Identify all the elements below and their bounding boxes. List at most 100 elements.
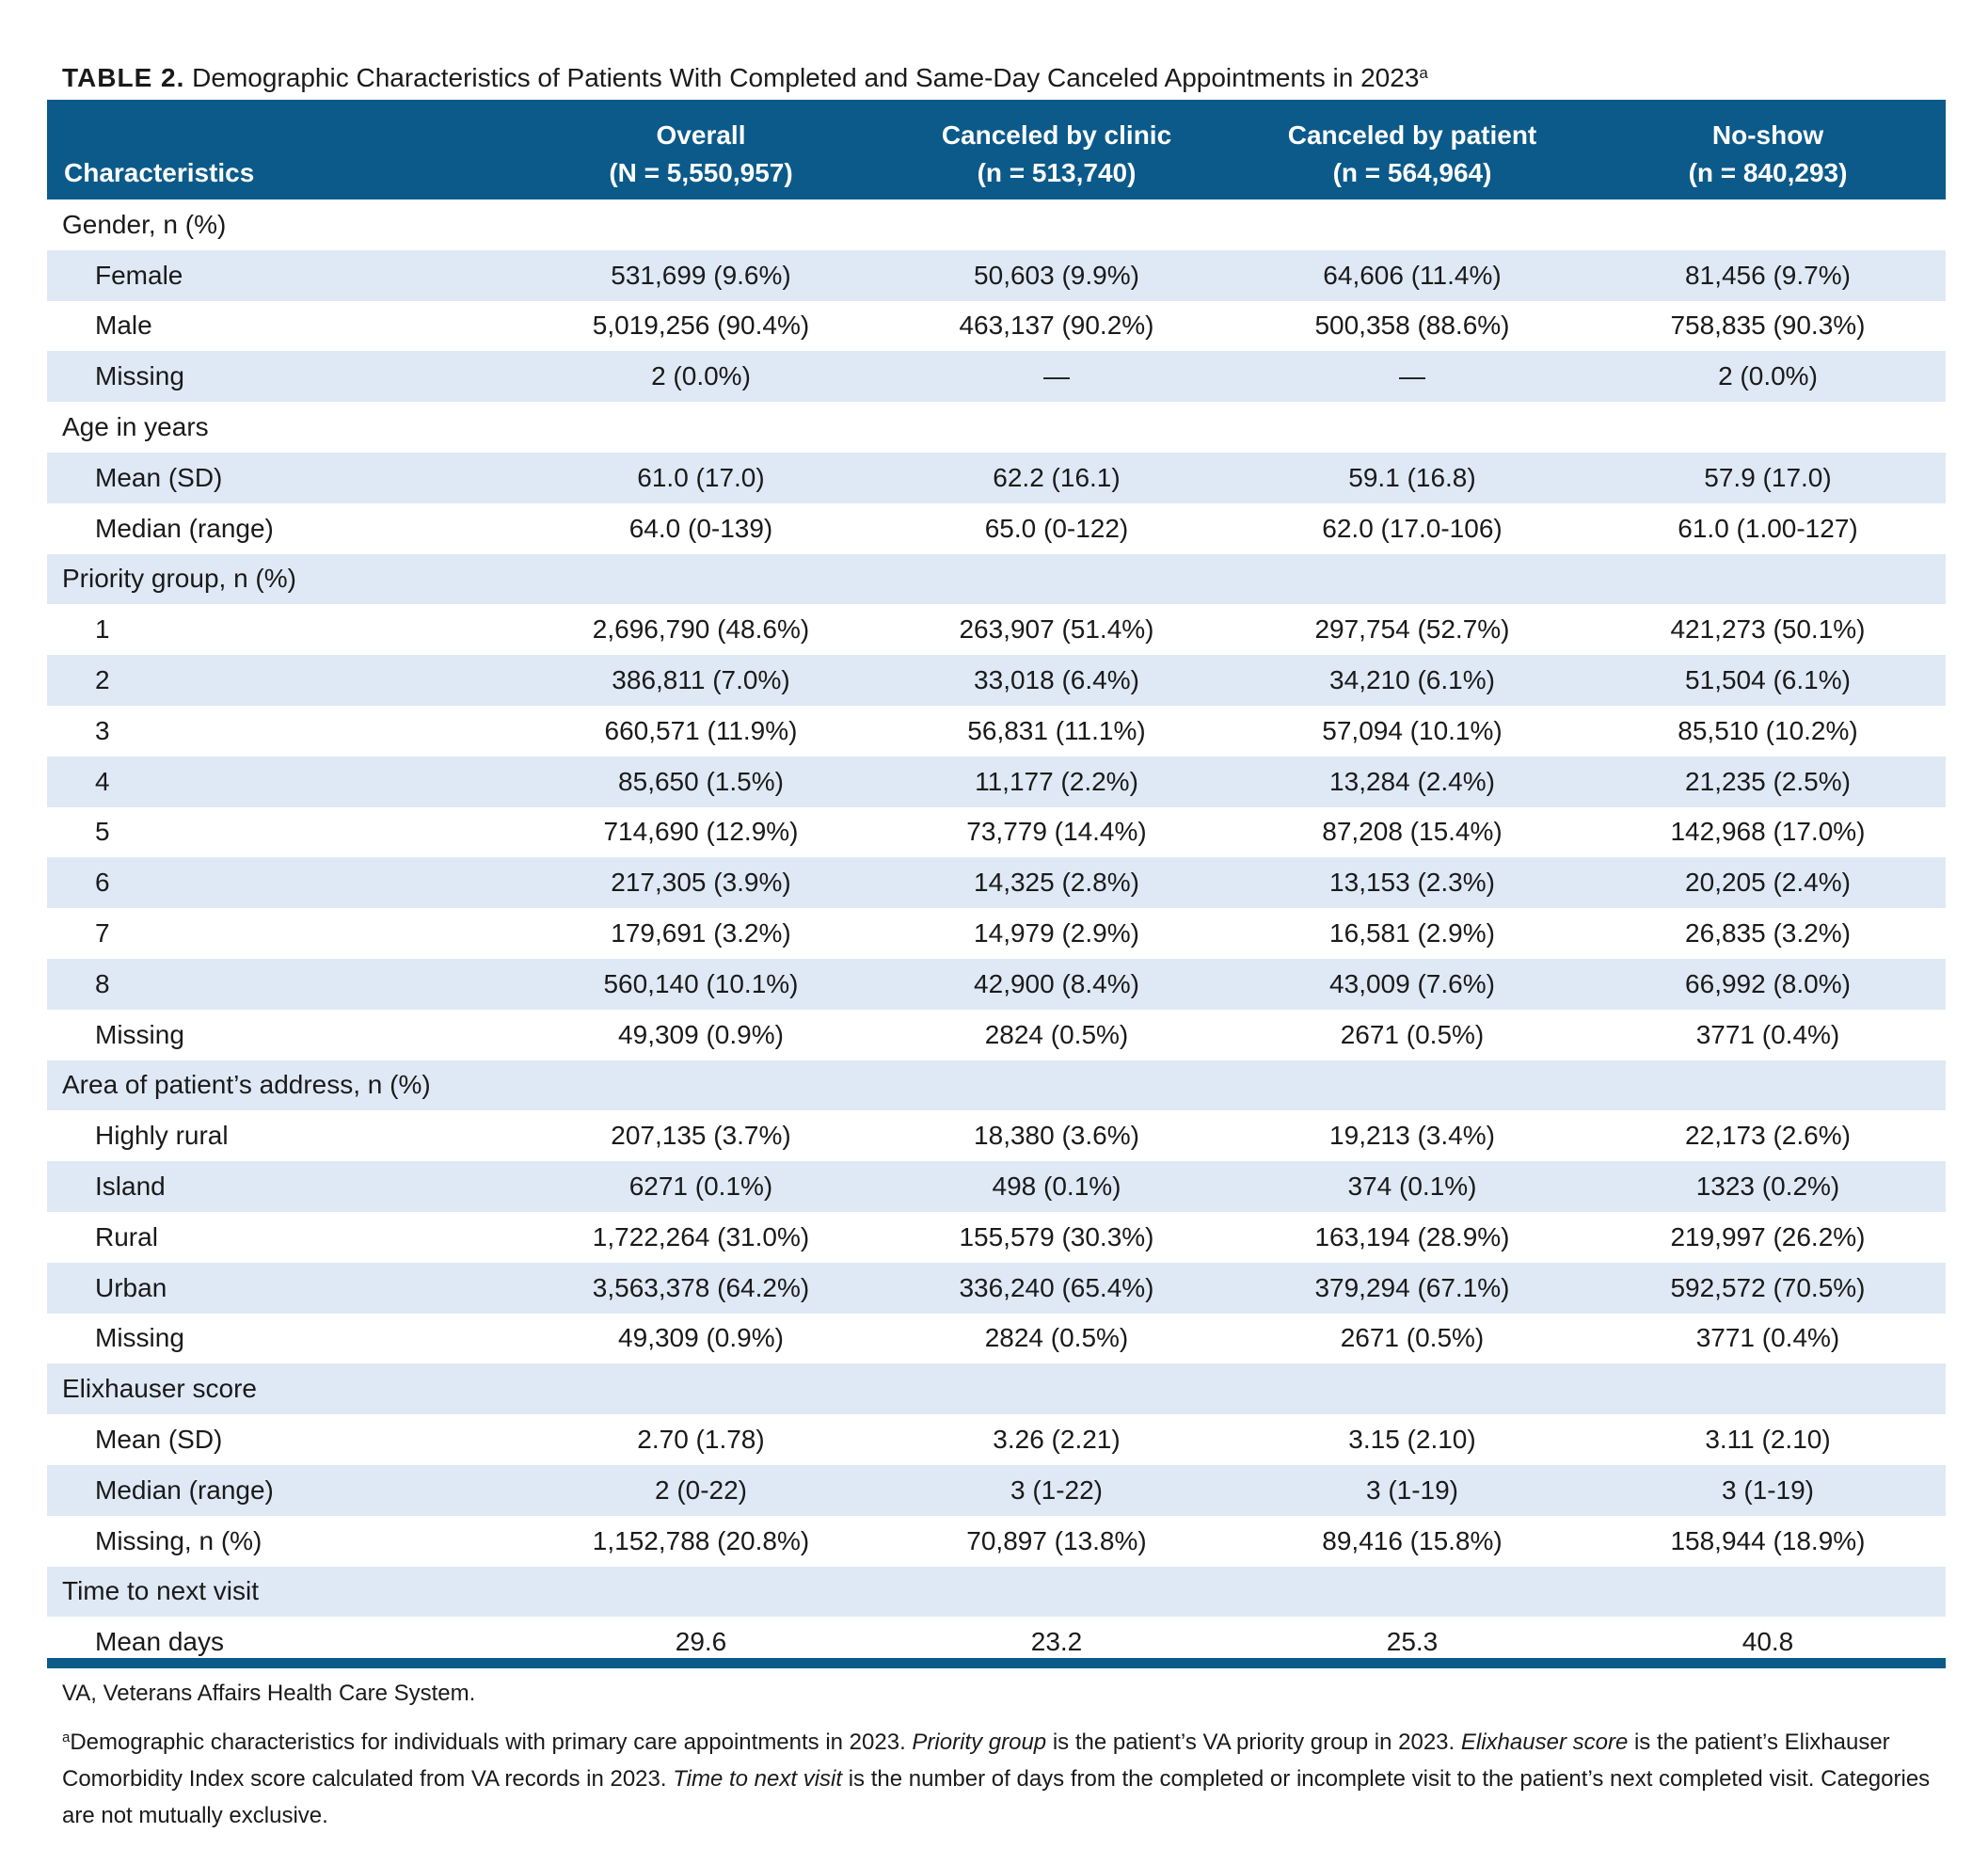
cell-overall	[523, 199, 879, 250]
table-bottom-rule	[47, 1658, 1946, 1668]
cell-canceled-by-clinic: 65.0 (0-122)	[984, 513, 1129, 543]
section-label: Gender, n (%)	[62, 209, 227, 239]
cell-no-show: 3771 (0.4%)	[1695, 1019, 1840, 1049]
table-row: Mean days 29.6 23.2 25.3 40.8	[47, 1617, 1946, 1667]
row-label: 5	[95, 817, 110, 847]
header-canceled-by-clinic: Canceled by clinic (n = 513,740)	[879, 100, 1234, 199]
cell-canceled-by-patient: 25.3	[1386, 1627, 1439, 1657]
cell-overall	[523, 553, 879, 605]
table-caption: TABLE 2. Demographic Characteristics of …	[62, 55, 1944, 97]
table-row: 4 85,650 (1.5%) 11,177 (2.2%) 13,284 (2.4%)…	[47, 756, 1946, 807]
cell-canceled-by-clinic	[879, 1060, 1234, 1111]
cell-no-show: 20,205 (2.4%)	[1590, 857, 1946, 909]
cell-canceled-by-clinic: 70,897 (13.8%)	[966, 1525, 1147, 1555]
row-label: 3	[95, 715, 110, 745]
cell-overall: 714,690 (12.9%)	[603, 817, 799, 847]
cell-no-show: 21,235 (2.5%)	[1590, 756, 1946, 807]
row-label: Missing	[95, 1019, 184, 1049]
section-header-row: Priority group, n (%)	[47, 553, 1946, 605]
table-row: Male 5,019,256 (90.4%) 463,137 (90.2%) 500,…	[47, 301, 1946, 352]
cell-canceled-by-patient: 13,153 (2.3%)	[1234, 857, 1590, 909]
cell-canceled-by-clinic: 336,240 (65.4%)	[879, 1262, 1234, 1314]
cell-overall	[523, 1363, 879, 1415]
cell-no-show: 421,273 (50.1%)	[1670, 614, 1866, 645]
row-label: Highly rural	[95, 1121, 229, 1151]
cell-canceled-by-clinic: 3.26 (2.21)	[993, 1425, 1121, 1455]
row-label: Male	[95, 311, 152, 341]
table-body: Gender, n (%) Female 531,699 (9.6%) 50,603 …	[47, 199, 1946, 1667]
cell-canceled-by-clinic: 73,779 (14.4%)	[966, 817, 1147, 847]
cell-canceled-by-clinic	[879, 553, 1234, 605]
cell-canceled-by-patient	[1234, 1060, 1590, 1111]
cell-overall: 531,699 (9.6%)	[523, 249, 879, 301]
cell-overall: 386,811 (7.0%)	[523, 655, 879, 706]
cell-overall: 560,140 (10.1%)	[523, 958, 879, 1010]
cell-canceled-by-patient: 3.15 (2.10)	[1348, 1425, 1476, 1455]
cell-canceled-by-patient: 64,606 (11.4%)	[1234, 249, 1590, 301]
row-label: Missing, n (%)	[95, 1525, 262, 1555]
cell-canceled-by-patient: 379,294 (67.1%)	[1234, 1262, 1590, 1314]
footnote-a: aDemographic characteristics for individ…	[62, 1730, 1931, 1828]
cell-canceled-by-patient	[1234, 402, 1590, 453]
cell-overall: 49,309 (0.9%)	[618, 1019, 784, 1049]
cell-no-show: 22,173 (2.6%)	[1685, 1121, 1851, 1151]
section-header-row: Age in years	[47, 402, 1946, 453]
section-label: Area of patient’s address, n (%)	[47, 1060, 523, 1111]
cell-canceled-by-clinic: 62.2 (16.1)	[879, 452, 1234, 503]
cell-no-show: 85,510 (10.2%)	[1678, 715, 1858, 745]
cell-canceled-by-patient	[1234, 1566, 1590, 1618]
cell-canceled-by-clinic	[879, 402, 1234, 453]
cell-no-show: 2 (0.0%)	[1590, 351, 1946, 403]
cell-canceled-by-patient: —	[1234, 351, 1590, 403]
cell-canceled-by-clinic	[879, 1363, 1234, 1415]
cell-canceled-by-patient: 2671 (0.5%)	[1340, 1019, 1485, 1049]
table-row: 7 179,691 (3.2%) 14,979 (2.9%) 16,581 (2.9%…	[47, 908, 1946, 959]
cell-canceled-by-patient: 3 (1-19)	[1234, 1464, 1590, 1516]
row-label: Urban	[47, 1262, 523, 1314]
section-label: Time to next visit	[47, 1566, 523, 1618]
cell-no-show: 81,456 (9.7%)	[1590, 249, 1946, 301]
header-no-show: No-show (n = 840,293)	[1590, 100, 1946, 199]
cell-canceled-by-clinic: 50,603 (9.9%)	[879, 249, 1234, 301]
cell-overall	[523, 1060, 879, 1111]
cell-overall: 29.6	[675, 1627, 727, 1657]
cell-no-show: 1323 (0.2%)	[1590, 1161, 1946, 1212]
row-label: 7	[95, 918, 110, 948]
header-overall: Overall (N = 5,550,957)	[523, 100, 879, 199]
table-row: Median (range) 2 (0-22) 3 (1-22) 3 (1-19) 3 …	[47, 1464, 1946, 1516]
table-row: Median (range) 64.0 (0-139) 65.0 (0-122) 62…	[47, 503, 1946, 554]
table-row: 5 714,690 (12.9%) 73,779 (14.4%) 87,208 (15…	[47, 807, 1946, 858]
table-row: 3 660,571 (11.9%) 56,831 (11.1%) 57,094 (10…	[47, 706, 1946, 757]
row-label: Median (range)	[95, 513, 274, 543]
table-header: Characteristics Overall (N = 5,550,957) C…	[47, 100, 1946, 199]
cell-no-show: 219,997 (26.2%)	[1670, 1221, 1866, 1251]
cell-no-show: 592,572 (70.5%)	[1590, 1262, 1946, 1314]
cell-canceled-by-clinic: 3 (1-22)	[879, 1464, 1234, 1516]
cell-no-show: 26,835 (3.2%)	[1685, 918, 1851, 948]
section-header-row: Time to next visit	[47, 1566, 1946, 1618]
cell-overall: 5,019,256 (90.4%)	[592, 311, 810, 341]
header-characteristics: Characteristics	[47, 100, 523, 199]
cell-canceled-by-patient: 57,094 (10.1%)	[1322, 715, 1503, 745]
row-label: 4	[47, 756, 523, 807]
table-row: Mean (SD) 2.70 (1.78) 3.26 (2.21) 3.15 (2.1…	[47, 1414, 1946, 1465]
cell-canceled-by-patient: 16,581 (2.9%)	[1329, 918, 1495, 948]
cell-overall: 2,696,790 (48.6%)	[592, 614, 810, 645]
table-row: Missing, n (%) 1,152,788 (20.8%) 70,897 (1…	[47, 1516, 1946, 1567]
cell-no-show: 51,504 (6.1%)	[1590, 655, 1946, 706]
cell-canceled-by-patient: 89,416 (15.8%)	[1322, 1525, 1503, 1555]
cell-no-show: 61.0 (1.00-127)	[1678, 513, 1858, 543]
cell-no-show	[1590, 199, 1946, 250]
row-label: 6	[47, 857, 523, 909]
cell-canceled-by-clinic: 14,979 (2.9%)	[974, 918, 1139, 948]
row-label: Missing	[47, 351, 523, 403]
cell-no-show: 158,944 (18.9%)	[1670, 1525, 1866, 1555]
cell-overall	[523, 1566, 879, 1618]
cell-canceled-by-patient	[1234, 199, 1590, 250]
section-header-row: Elixhauser score	[47, 1363, 1946, 1415]
cell-canceled-by-patient: 19,213 (3.4%)	[1329, 1121, 1495, 1151]
cell-canceled-by-clinic	[879, 1566, 1234, 1618]
cell-overall: 1,152,788 (20.8%)	[592, 1525, 810, 1555]
row-label: 2	[47, 655, 523, 706]
cell-canceled-by-clinic: 33,018 (6.4%)	[879, 655, 1234, 706]
